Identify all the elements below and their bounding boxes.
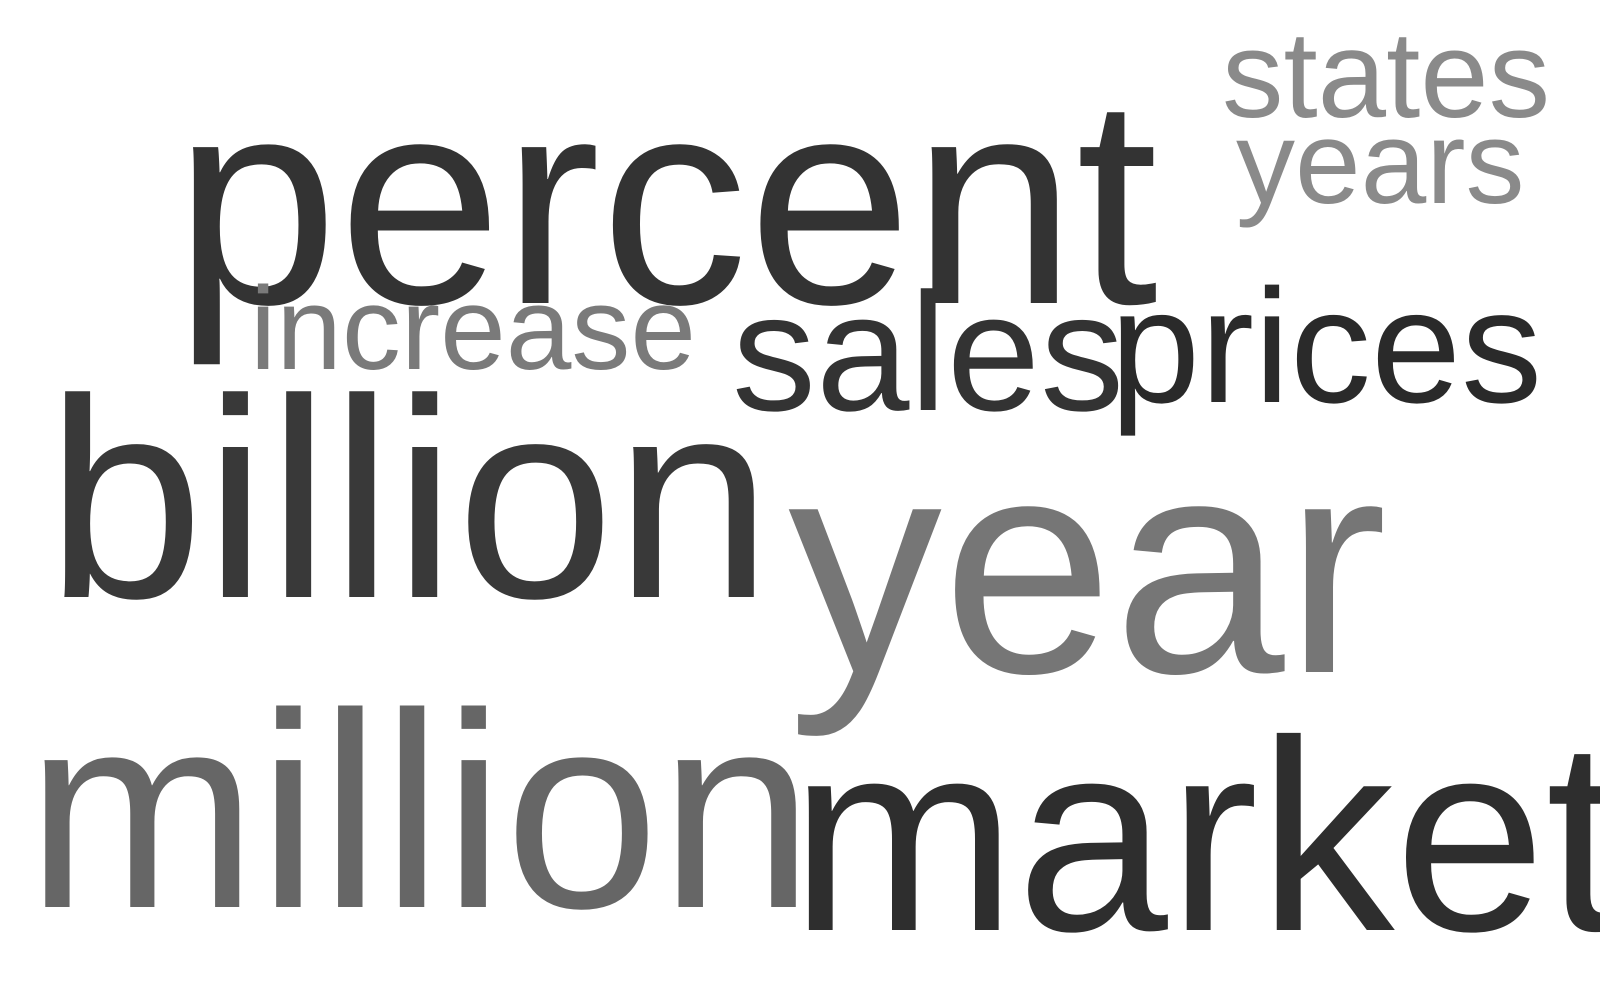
word-year: year [788, 394, 1388, 738]
word-market: market [790, 684, 1600, 988]
word-billion: billion [46, 341, 773, 658]
word-sales: sales [732, 258, 1125, 446]
word-years: years [1236, 97, 1525, 229]
word-states: states [1222, 7, 1551, 144]
word-million: million [26, 655, 814, 966]
word-prices: prices [1110, 256, 1543, 437]
word-increase: increase [250, 263, 697, 395]
word-percent: percent [174, 36, 1158, 366]
